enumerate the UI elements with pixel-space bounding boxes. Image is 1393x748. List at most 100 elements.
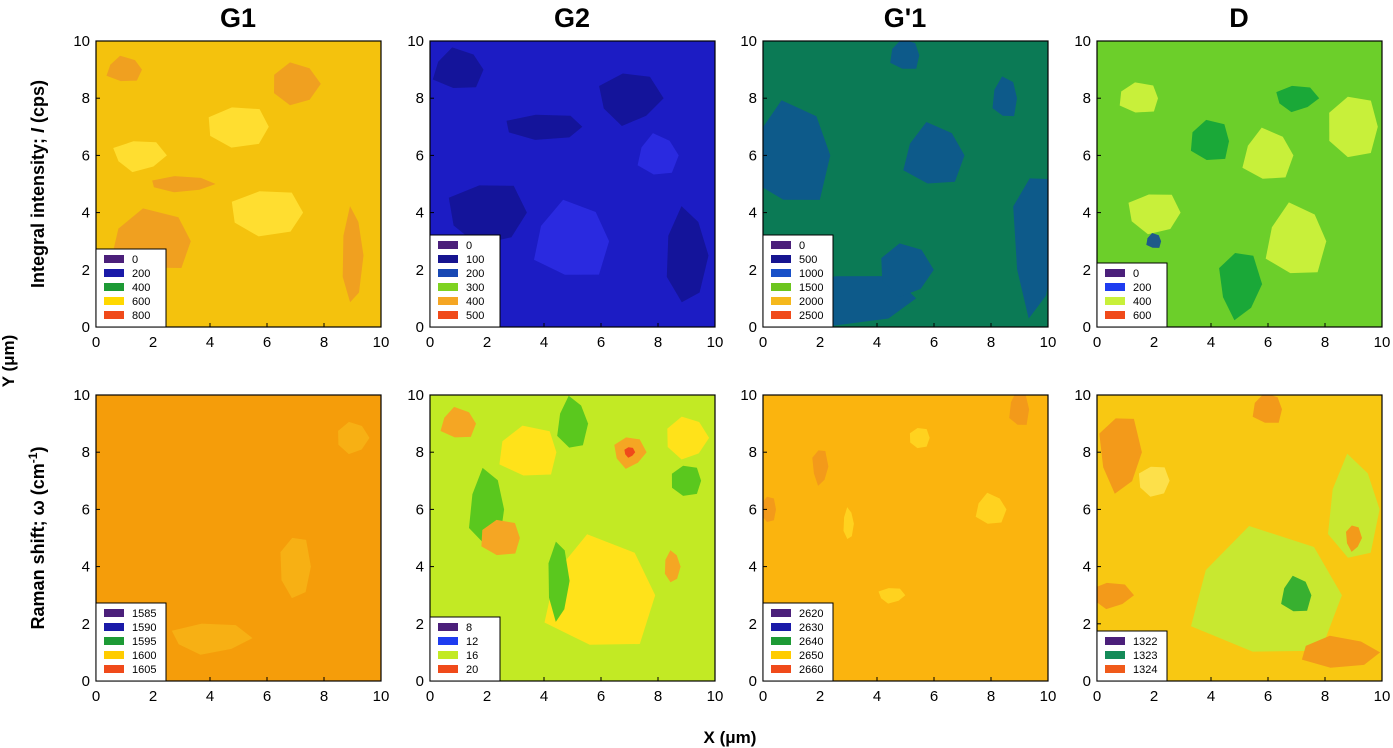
y-tick-label: 10 bbox=[1074, 33, 1091, 50]
heatmap-patch bbox=[1328, 453, 1380, 558]
legend-swatch bbox=[771, 283, 791, 291]
heatmap-patch bbox=[1138, 466, 1170, 497]
heatmap-patch bbox=[671, 465, 702, 496]
heatmap-patch bbox=[1265, 202, 1327, 274]
legend-swatch bbox=[104, 255, 124, 263]
x-tick-label: 6 bbox=[263, 334, 271, 351]
legend-swatch bbox=[771, 665, 791, 673]
legend: 0 100 200 300 400 500 bbox=[429, 234, 501, 328]
heatmap-patch bbox=[113, 141, 167, 173]
x-tick-label: 10 bbox=[1374, 334, 1391, 351]
legend-label: 1600 bbox=[132, 650, 156, 662]
x-tick-label: 0 bbox=[1093, 688, 1101, 705]
legend-label: 200 bbox=[1133, 282, 1151, 294]
legend-label: 400 bbox=[466, 296, 484, 308]
heatmap-patch bbox=[1242, 127, 1294, 179]
legend-label: 0 bbox=[466, 240, 472, 252]
legend-label: 600 bbox=[132, 296, 150, 308]
heatmap-patch bbox=[992, 76, 1017, 117]
heatmap-panel: 0 2 4 6 8 10 0 2 4 6 8 10 0 500 1000 1500 2000 2500 bbox=[740, 33, 1056, 351]
legend-swatch bbox=[104, 297, 124, 305]
x-tick-label: 6 bbox=[930, 688, 938, 705]
row-label-suffix: ) bbox=[28, 447, 48, 453]
y-tick-label: 8 bbox=[416, 90, 424, 107]
legend-label: 1500 bbox=[799, 282, 823, 294]
y-tick-label: 4 bbox=[749, 205, 757, 222]
heatmap-panel: 0 2 4 6 8 10 0 2 4 6 8 10 1585 1590 1595 1600 1605 bbox=[73, 387, 389, 705]
x-tick-label: 10 bbox=[1374, 688, 1391, 705]
y-tick-label: 0 bbox=[1083, 319, 1091, 336]
x-tick-label: 2 bbox=[483, 688, 491, 705]
plot-frame bbox=[762, 40, 1049, 328]
y-tick-label: 10 bbox=[73, 33, 90, 50]
heatmap-patch bbox=[1219, 253, 1263, 321]
heatmap-patch bbox=[280, 537, 311, 599]
legend-label: 1595 bbox=[132, 636, 156, 648]
y-tick-label: 6 bbox=[749, 147, 757, 164]
y-tick-label: 4 bbox=[416, 205, 424, 222]
legend-label: 1585 bbox=[132, 608, 156, 620]
y-tick-label: 6 bbox=[1083, 501, 1091, 518]
heatmap-panel: 0 2 4 6 8 10 0 2 4 6 8 10 0 200 400 600 bbox=[1074, 33, 1390, 351]
plot-frame bbox=[95, 40, 382, 328]
row-label-raman-shift: Raman shift; ω (cm-1) bbox=[26, 447, 48, 630]
legend-swatch bbox=[1105, 665, 1125, 673]
legend-label: 1605 bbox=[132, 664, 156, 676]
legend-swatch bbox=[771, 609, 791, 617]
column-title-d: D bbox=[1229, 3, 1249, 33]
x-tick-label: 6 bbox=[1264, 334, 1272, 351]
heatmap-patch bbox=[1128, 194, 1181, 235]
heatmap-patch bbox=[637, 133, 679, 175]
heatmap-patch bbox=[812, 450, 829, 486]
legend-label: 0 bbox=[1133, 268, 1139, 280]
x-tick-label: 6 bbox=[263, 688, 271, 705]
heatmap-patch bbox=[1252, 395, 1282, 423]
y-tick-label: 10 bbox=[740, 387, 757, 404]
legend-swatch bbox=[771, 297, 791, 305]
legend-label: 300 bbox=[466, 282, 484, 294]
heatmap-patch bbox=[499, 425, 557, 476]
legend-swatch bbox=[771, 241, 791, 249]
heatmap-patch bbox=[506, 114, 583, 140]
heatmap-patch bbox=[152, 176, 216, 193]
y-tick-label: 0 bbox=[416, 319, 424, 336]
legend-swatch bbox=[438, 623, 458, 631]
x-tick-label: 2 bbox=[1150, 334, 1158, 351]
heatmap-patch bbox=[274, 62, 321, 106]
legend-swatch bbox=[771, 637, 791, 645]
legend-swatch bbox=[438, 665, 458, 673]
x-tick-label: 8 bbox=[987, 688, 995, 705]
column-title-g2: G2 bbox=[554, 3, 590, 33]
x-axis-label: X (μm) bbox=[704, 728, 757, 747]
row-label-superscript: -1 bbox=[26, 452, 40, 463]
y-tick-label: 6 bbox=[749, 501, 757, 518]
row-label-integral-intensity: Integral intensity; I (cps) bbox=[28, 80, 48, 288]
heatmap-patch bbox=[342, 206, 364, 303]
y-tick-label: 2 bbox=[82, 616, 90, 633]
legend-swatch bbox=[771, 623, 791, 631]
y-tick-label: 6 bbox=[416, 147, 424, 164]
column-title-g-prime-1: G'1 bbox=[884, 3, 926, 33]
heatmap-panel: 0 2 4 6 8 10 0 2 4 6 8 10 0 200 400 600 800 bbox=[73, 33, 389, 351]
legend-label: 2630 bbox=[799, 622, 823, 634]
x-tick-label: 6 bbox=[597, 688, 605, 705]
heatmap-patch bbox=[544, 534, 656, 645]
x-tick-label: 4 bbox=[540, 688, 548, 705]
x-tick-label: 2 bbox=[483, 334, 491, 351]
y-tick-label: 10 bbox=[73, 387, 90, 404]
heatmap-patch bbox=[171, 623, 253, 655]
plot-frame bbox=[762, 394, 1049, 682]
heatmap-patch bbox=[1346, 525, 1362, 552]
y-tick-label: 6 bbox=[82, 501, 90, 518]
legend-label: 600 bbox=[1133, 310, 1151, 322]
heatmap-patch bbox=[903, 122, 965, 184]
heatmap-patch bbox=[1097, 582, 1134, 610]
x-tick-label: 10 bbox=[707, 688, 724, 705]
legend-swatch bbox=[1105, 651, 1125, 659]
legend: 1322 1323 1324 bbox=[1096, 630, 1168, 682]
column-title-g1: G1 bbox=[220, 3, 256, 33]
heatmap-patch bbox=[1276, 85, 1320, 113]
heatmap-patch bbox=[763, 100, 831, 200]
legend-swatch bbox=[1105, 283, 1125, 291]
y-tick-label: 4 bbox=[749, 559, 757, 576]
